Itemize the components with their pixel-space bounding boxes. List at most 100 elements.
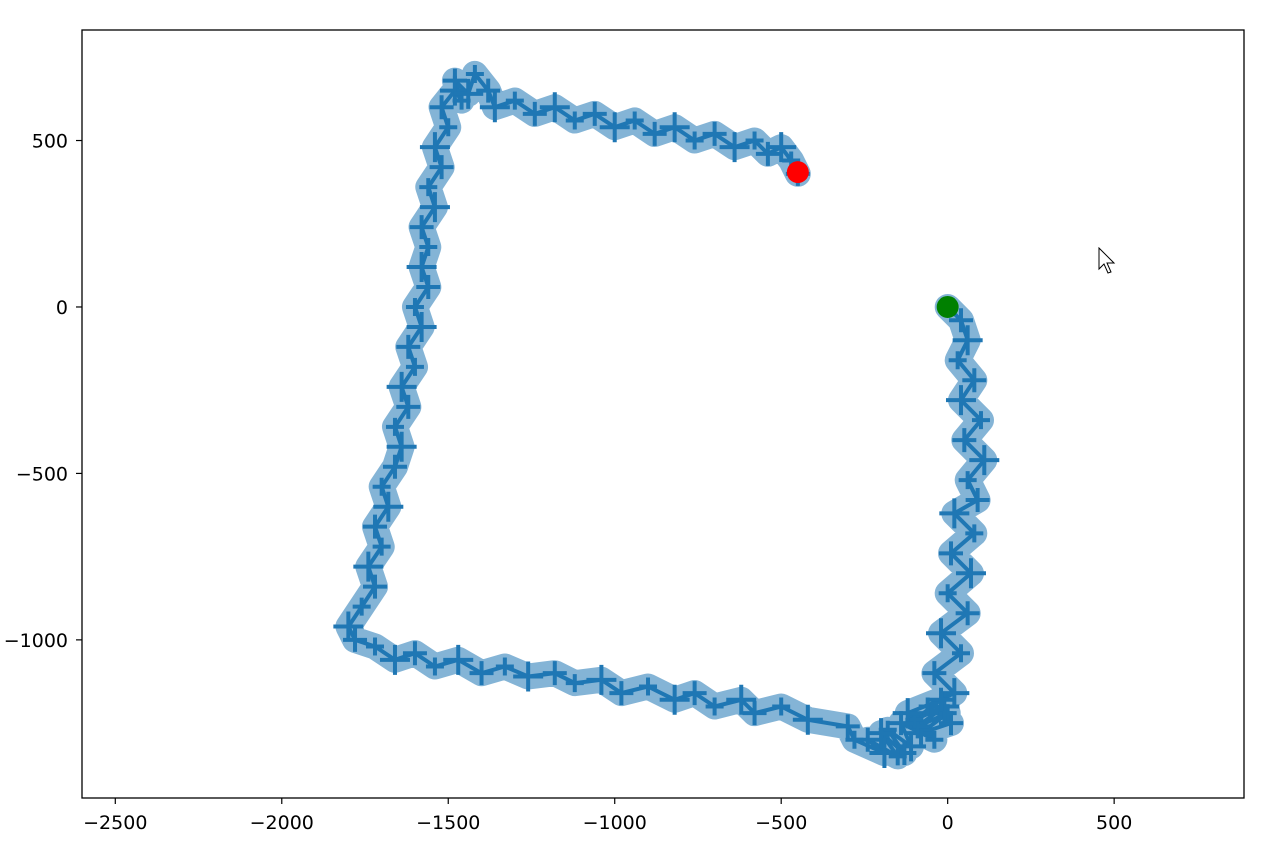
path-vertex-detail xyxy=(406,252,437,283)
path-vertex-detail xyxy=(542,661,567,686)
start-point-marker xyxy=(936,295,959,318)
path-vertex-detail xyxy=(495,657,514,676)
path-vertex-detail xyxy=(505,91,524,110)
path-vertex-detail xyxy=(938,584,957,603)
y-tick-label: 500 xyxy=(32,131,68,153)
path-vertex-detail xyxy=(939,541,964,566)
path-vertex-detail xyxy=(539,92,570,123)
path-vertex-detail xyxy=(479,92,510,123)
path-vertex-detail xyxy=(416,274,441,299)
path-vertex-detail xyxy=(476,78,501,103)
path-vertex-detail xyxy=(659,684,690,715)
path-vertex-detail xyxy=(958,471,977,490)
path-vertex-detail xyxy=(443,644,474,675)
path-vertex-detail xyxy=(439,118,458,137)
path-vertex-detail xyxy=(726,684,757,715)
path-vertex-detail xyxy=(845,730,864,749)
path-vertex-detail xyxy=(965,524,984,543)
x-axis: −2500 −2000 −1500 −1000 −500 0 500 xyxy=(83,798,1132,834)
path-vertex-detail xyxy=(929,691,960,722)
path-vertex-detail xyxy=(929,687,954,712)
path-vertex-detail xyxy=(599,112,630,143)
path-vertex-detail xyxy=(745,131,764,150)
path-vertex-detail xyxy=(396,334,421,359)
path-vertex-detail xyxy=(365,637,384,656)
path-vertex-detail xyxy=(373,491,404,522)
path-vertex-detail xyxy=(685,131,704,150)
path-vertex-detail xyxy=(952,325,983,356)
path-vertex-detail xyxy=(971,411,990,430)
path-vertex-detail xyxy=(962,368,987,393)
path-vertex-detail xyxy=(922,661,947,686)
path-vertex-detail xyxy=(955,558,986,589)
path-vertex-detail xyxy=(965,488,990,513)
path-vertex-detail xyxy=(702,121,727,146)
x-tick-label: −2500 xyxy=(83,812,147,834)
path-vertex-detail xyxy=(889,711,914,736)
path-vertex-detail xyxy=(386,371,417,402)
mouse-pointer-icon xyxy=(1098,247,1116,274)
path-vertex-detail xyxy=(442,68,467,93)
path-vertex-detail xyxy=(948,351,967,370)
x-tick-label: −1000 xyxy=(583,812,647,834)
path-vertex-detail xyxy=(705,697,724,716)
path-vertex-detail xyxy=(719,132,750,163)
path-vertex-detail xyxy=(396,394,421,419)
x-tick-label: −2000 xyxy=(250,812,314,834)
path-vertex-detail xyxy=(362,574,387,599)
path-vertex-detail xyxy=(385,417,404,436)
path-vertex-detail xyxy=(405,297,424,316)
path-vertex-detail xyxy=(386,431,417,462)
path-vertex-detail xyxy=(888,747,907,766)
path-vertex-detail xyxy=(945,385,976,416)
y-axis: 500 0 −500 −1000 xyxy=(4,131,82,652)
path-vertex-detail xyxy=(406,311,437,342)
path-vertex-detail xyxy=(659,112,690,143)
path-vertex-detail xyxy=(429,155,454,180)
path-vertex-detail xyxy=(469,661,494,686)
y-tick-label: −1000 xyxy=(4,630,68,652)
path-vertex-detail xyxy=(639,677,658,696)
path-vertex-detail xyxy=(419,178,438,197)
path-vertex-detail xyxy=(353,551,384,582)
path-vertex-detail xyxy=(866,718,897,749)
plot-area xyxy=(333,60,1000,770)
path-vertex-detail xyxy=(419,192,450,223)
path-vertex-detail xyxy=(896,731,927,762)
path-vertex-detail xyxy=(869,738,900,769)
path-vertex-detail xyxy=(513,661,544,692)
path-vertex-detail xyxy=(405,357,424,376)
path-vertex-detail xyxy=(609,681,634,706)
path-vertex-detail xyxy=(766,132,797,163)
path-vertex-detail xyxy=(419,238,438,257)
path-vertex-detail xyxy=(352,597,371,616)
path-vertex-detail xyxy=(682,681,707,706)
axes-frame xyxy=(81,29,1245,799)
path-vertex-detail xyxy=(565,111,584,130)
x-tick-label: −1500 xyxy=(416,812,480,834)
path-vertex-detail xyxy=(382,454,407,479)
path-vertex-detail xyxy=(465,64,484,83)
x-tick-label: −500 xyxy=(755,812,807,834)
path-vertex-detail xyxy=(333,611,364,642)
path-vertex-detail xyxy=(948,308,973,333)
path-vertex-detail xyxy=(772,697,791,716)
path-vertex-detail xyxy=(625,111,644,130)
path-vertex-detail xyxy=(742,701,767,726)
path-vertex-detail xyxy=(522,101,547,126)
path-vertex-detail xyxy=(402,641,427,666)
path-vertex-detail xyxy=(835,714,860,739)
path-vertex-detail xyxy=(939,498,970,529)
path-vertex-detail xyxy=(951,644,970,663)
path-vertex-detail xyxy=(372,537,391,556)
path-vertex-detail xyxy=(409,215,434,240)
path-vertex-detail xyxy=(925,730,944,749)
path-vertex-detail xyxy=(379,644,410,675)
path-vertex-detail xyxy=(372,477,391,496)
x-tick-label: 500 xyxy=(1096,812,1132,834)
path-vertex-detail xyxy=(792,704,823,735)
path-vertex-detail xyxy=(926,618,957,649)
path-vertex-detail xyxy=(955,601,980,626)
